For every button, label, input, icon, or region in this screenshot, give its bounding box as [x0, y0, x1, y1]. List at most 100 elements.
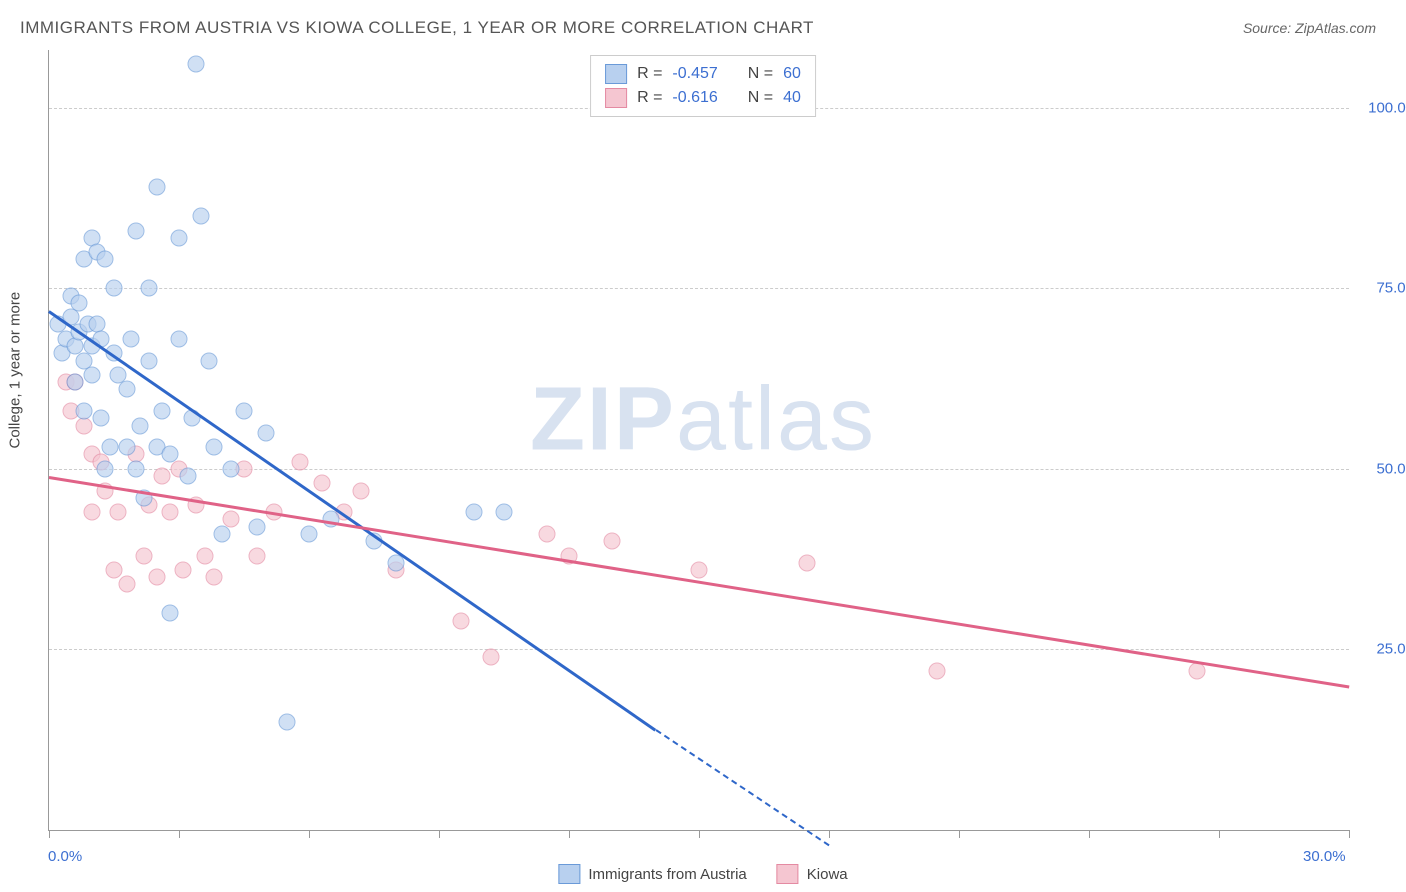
n-label: N = [748, 65, 773, 83]
x-tick [569, 830, 570, 838]
x-tick [699, 830, 700, 838]
chart-plot-area: 25.0%50.0%75.0%100.0% [48, 50, 1349, 831]
gridline [49, 649, 1349, 650]
y-tick-label: 100.0% [1368, 99, 1406, 116]
y-tick-label: 75.0% [1376, 280, 1406, 297]
data-point [223, 460, 240, 477]
data-point [119, 576, 136, 593]
data-point [149, 179, 166, 196]
n-value-austria: 60 [783, 65, 801, 83]
swatch-austria [558, 864, 580, 884]
data-point [106, 280, 123, 297]
data-point [119, 381, 136, 398]
data-point [140, 352, 157, 369]
trend-line [48, 310, 656, 731]
data-point [84, 504, 101, 521]
data-point [192, 208, 209, 225]
legend-row-austria: R = -0.457 N = 60 [605, 62, 801, 86]
x-tick [1349, 830, 1350, 838]
data-point [604, 533, 621, 550]
correlation-legend: R = -0.457 N = 60 R = -0.616 N = 40 [590, 55, 816, 117]
data-point [799, 554, 816, 571]
data-point [97, 251, 114, 268]
legend-item-austria: Immigrants from Austria [558, 864, 746, 884]
n-value-kiowa: 40 [783, 89, 801, 107]
data-point [140, 280, 157, 297]
n-label: N = [748, 89, 773, 107]
data-point [171, 330, 188, 347]
r-label: R = [637, 65, 662, 83]
data-point [75, 403, 92, 420]
data-point [249, 547, 266, 564]
data-point [496, 504, 513, 521]
data-point [153, 468, 170, 485]
data-point [171, 229, 188, 246]
data-point [1189, 663, 1206, 680]
source-attribution: Source: ZipAtlas.com [1243, 20, 1376, 36]
data-point [214, 525, 231, 542]
data-point [452, 612, 469, 629]
y-tick-label: 50.0% [1376, 460, 1406, 477]
data-point [97, 460, 114, 477]
series-name-kiowa: Kiowa [807, 866, 848, 883]
data-point [301, 525, 318, 542]
x-tick [309, 830, 310, 838]
data-point [153, 403, 170, 420]
data-point [179, 468, 196, 485]
data-point [132, 417, 149, 434]
x-tick [829, 830, 830, 838]
data-point [314, 475, 331, 492]
x-axis-min-label: 0.0% [48, 848, 82, 865]
series-legend: Immigrants from Austria Kiowa [558, 864, 847, 884]
legend-row-kiowa: R = -0.616 N = 40 [605, 86, 801, 110]
x-tick [959, 830, 960, 838]
data-point [353, 482, 370, 499]
data-point [205, 569, 222, 586]
data-point [465, 504, 482, 521]
data-point [162, 504, 179, 521]
data-point [106, 562, 123, 579]
r-value-kiowa: -0.616 [672, 89, 717, 107]
swatch-austria [605, 64, 627, 84]
data-point [93, 410, 110, 427]
x-tick [49, 830, 50, 838]
data-point [257, 424, 274, 441]
x-tick [1219, 830, 1220, 838]
x-axis-max-label: 30.0% [1303, 848, 1346, 865]
data-point [249, 518, 266, 535]
swatch-kiowa [605, 88, 627, 108]
gridline [49, 288, 1349, 289]
chart-title: IMMIGRANTS FROM AUSTRIA VS KIOWA COLLEGE… [20, 18, 814, 38]
data-point [127, 460, 144, 477]
data-point [162, 446, 179, 463]
r-label: R = [637, 89, 662, 107]
data-point [292, 453, 309, 470]
x-tick [1089, 830, 1090, 838]
data-point [197, 547, 214, 564]
r-value-austria: -0.457 [672, 65, 717, 83]
x-tick [439, 830, 440, 838]
x-tick [179, 830, 180, 838]
y-axis-title: College, 1 year or more [7, 292, 24, 449]
swatch-kiowa [777, 864, 799, 884]
series-name-austria: Immigrants from Austria [588, 866, 746, 883]
data-point [691, 562, 708, 579]
data-point [127, 222, 144, 239]
data-point [136, 547, 153, 564]
data-point [188, 56, 205, 73]
data-point [149, 569, 166, 586]
data-point [101, 439, 118, 456]
data-point [279, 713, 296, 730]
data-point [123, 330, 140, 347]
legend-item-kiowa: Kiowa [777, 864, 848, 884]
y-tick-label: 25.0% [1376, 641, 1406, 658]
data-point [201, 352, 218, 369]
data-point [205, 439, 222, 456]
data-point [67, 374, 84, 391]
data-point [236, 403, 253, 420]
data-point [110, 504, 127, 521]
data-point [84, 367, 101, 384]
data-point [539, 525, 556, 542]
data-point [929, 663, 946, 680]
data-point [71, 294, 88, 311]
